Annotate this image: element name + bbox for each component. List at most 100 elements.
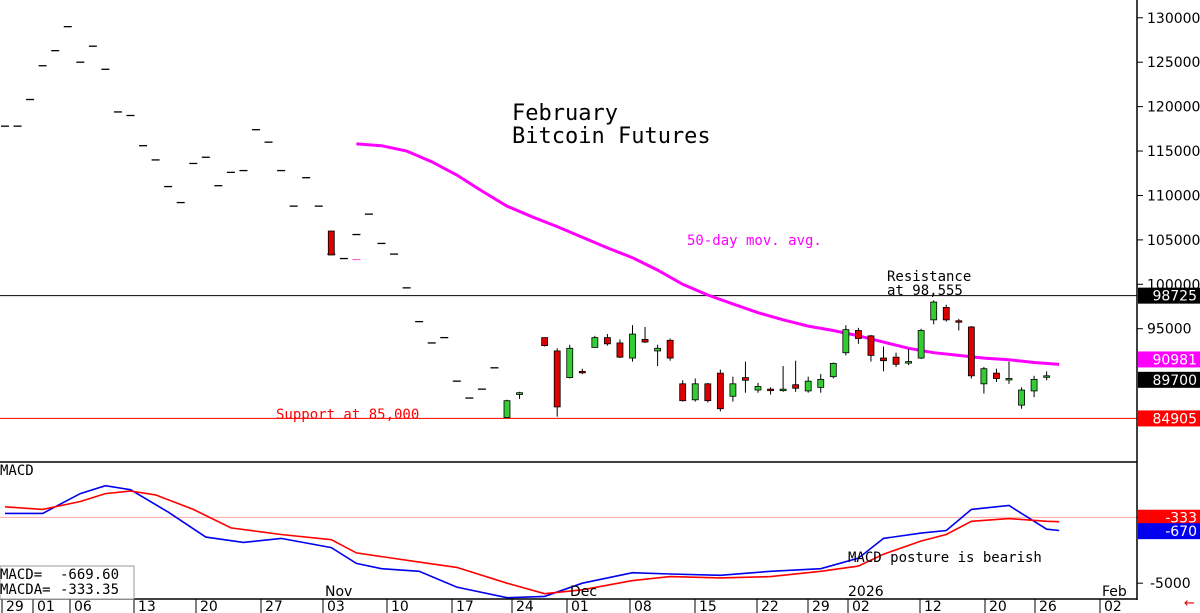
candle-body xyxy=(1005,378,1013,381)
candle-body xyxy=(566,347,574,378)
price-y-tick-label: 95000 xyxy=(1147,322,1192,338)
price-tag-text: 84905 xyxy=(1152,411,1197,427)
x-axis-tick-label: 10 xyxy=(391,599,409,613)
candle-body xyxy=(516,392,523,395)
candle-body xyxy=(704,383,712,402)
candle-body xyxy=(691,383,699,401)
x-axis-tick-label: 26 xyxy=(1039,599,1057,613)
macd-panel-label: MACD xyxy=(0,463,34,479)
candle-body xyxy=(880,357,887,362)
candle-body xyxy=(327,230,335,256)
x-axis-tick-label: 29 xyxy=(812,599,830,613)
moving-average-label: 50-day mov. avg. xyxy=(687,233,822,249)
price-tag-text: 89700 xyxy=(1152,373,1197,389)
candle-body xyxy=(892,356,900,365)
moving-average-line xyxy=(356,142,1060,366)
x-axis-month-label: Dec xyxy=(570,584,597,600)
macd-tag-bg xyxy=(1138,509,1200,526)
candle-body xyxy=(917,330,925,359)
price-y-tick-label: 125000 xyxy=(1147,55,1200,71)
macd-readout-value: -669.60 xyxy=(60,567,119,583)
resistance-label-line-2: at 98,555 xyxy=(887,283,963,299)
price-y-tick-label: 105000 xyxy=(1147,233,1200,249)
x-axis-tick-label: 03 xyxy=(327,599,345,613)
x-axis-tick-label: 02 xyxy=(1104,599,1122,613)
candle-body xyxy=(792,384,800,389)
x-axis-tick-label: 22 xyxy=(761,599,779,613)
candle-body xyxy=(716,372,724,410)
chart-title-line-1: February xyxy=(512,101,618,126)
price-tag-text: 98725 xyxy=(1152,289,1197,305)
candle-body xyxy=(503,400,511,418)
price-tag-bg xyxy=(1138,351,1200,368)
price-y-tick-label: 120000 xyxy=(1147,100,1200,116)
price-y-tick-label: 110000 xyxy=(1147,188,1200,204)
macd-series-line xyxy=(4,490,1060,595)
candle-body xyxy=(553,350,561,408)
candle-body xyxy=(855,330,862,339)
x-axis-tick-label: 24 xyxy=(516,599,534,613)
candle-body xyxy=(729,383,737,397)
macd-y-tick-label: -5000 xyxy=(1150,576,1191,592)
candle-body xyxy=(541,337,549,347)
x-axis-tick-label: 17 xyxy=(456,599,474,613)
macd-readout-label: MACD= xyxy=(0,567,42,583)
candle-body xyxy=(616,342,624,358)
candle-body xyxy=(1018,389,1025,406)
x-axis-tick-label: 01 xyxy=(571,599,589,613)
support-label: Support at 85,000 xyxy=(276,407,419,423)
macd-readout-box xyxy=(0,565,135,600)
candle-body xyxy=(804,380,812,392)
candle-body xyxy=(604,337,611,345)
candle-body xyxy=(829,362,837,378)
candle-body xyxy=(867,335,875,356)
macd-tag-text: -670 xyxy=(1165,524,1197,540)
resistance-label-line-1: Resistance xyxy=(887,269,971,285)
candle-body xyxy=(1030,378,1038,392)
candle-body xyxy=(654,347,661,352)
price-tag-bg xyxy=(1138,287,1200,304)
candle-body xyxy=(905,361,912,364)
candle-body xyxy=(1043,375,1051,378)
candle-body xyxy=(779,388,787,392)
x-axis-tick-label: 27 xyxy=(265,599,283,613)
x-axis-tick-label: 29 xyxy=(6,599,24,613)
candle-body xyxy=(629,333,636,359)
price-tag-bg xyxy=(1138,410,1200,427)
x-axis-tick-label: 02 xyxy=(852,599,870,613)
x-axis-month-label: 2026 xyxy=(848,584,884,600)
price-y-tick-label: 130000 xyxy=(1147,11,1200,27)
macda-readout-label: MACDA= xyxy=(0,582,51,598)
candle-body xyxy=(679,383,687,402)
candle-body xyxy=(742,377,749,381)
x-axis-month-label: Feb xyxy=(1102,584,1127,600)
candle-body xyxy=(591,337,599,348)
candle-body xyxy=(666,339,674,359)
candle-body xyxy=(955,320,963,323)
x-axis-tick-label: 20 xyxy=(200,599,218,613)
candle-body xyxy=(930,301,938,321)
macda-readout-value: -333.35 xyxy=(60,582,119,598)
price-tag-bg xyxy=(1138,371,1200,388)
x-axis-month-label: Nov xyxy=(325,584,352,600)
candle-body xyxy=(842,329,850,354)
candle-body xyxy=(578,370,586,374)
macd-tag-bg xyxy=(1138,523,1200,540)
candle-body xyxy=(993,372,1000,379)
candle-body xyxy=(967,326,975,377)
macd-series-line xyxy=(5,484,1060,599)
price-tag-text: 90981 xyxy=(1152,352,1197,368)
candle-body xyxy=(767,388,774,392)
x-axis-tick-label: 01 xyxy=(37,599,55,613)
macd-annotation: MACD posture is bearish xyxy=(848,550,1042,566)
macd-tag-text: -333 xyxy=(1165,511,1197,527)
scroll-left-arrow-icon[interactable]: ← xyxy=(1184,596,1195,611)
candle-body xyxy=(942,307,950,321)
x-axis-tick-label: 12 xyxy=(924,599,942,613)
x-axis-tick-label: 06 xyxy=(74,599,92,613)
chart-title-line-2: Bitcoin Futures xyxy=(512,124,711,149)
x-axis-tick-label: 20 xyxy=(989,599,1007,613)
price-y-tick-label: 115000 xyxy=(1147,144,1200,160)
candle-body xyxy=(817,378,825,388)
